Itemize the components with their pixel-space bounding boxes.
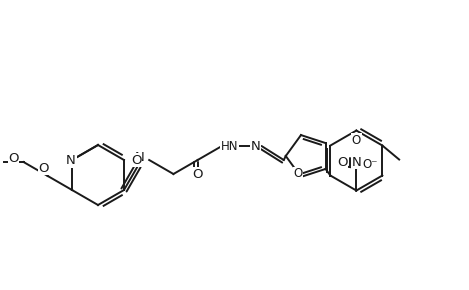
Text: O: O [293,167,303,180]
Text: O: O [352,134,361,147]
Text: O⁻: O⁻ [363,158,378,171]
Text: O: O [38,162,49,175]
Text: O: O [8,151,19,164]
Text: O: O [337,156,348,168]
Text: HN: HN [221,139,239,153]
Text: O: O [131,153,142,166]
Text: N: N [250,139,260,153]
Text: N: N [135,151,145,164]
Text: N: N [351,156,361,168]
Text: O: O [192,168,203,180]
Text: N: N [66,155,76,168]
